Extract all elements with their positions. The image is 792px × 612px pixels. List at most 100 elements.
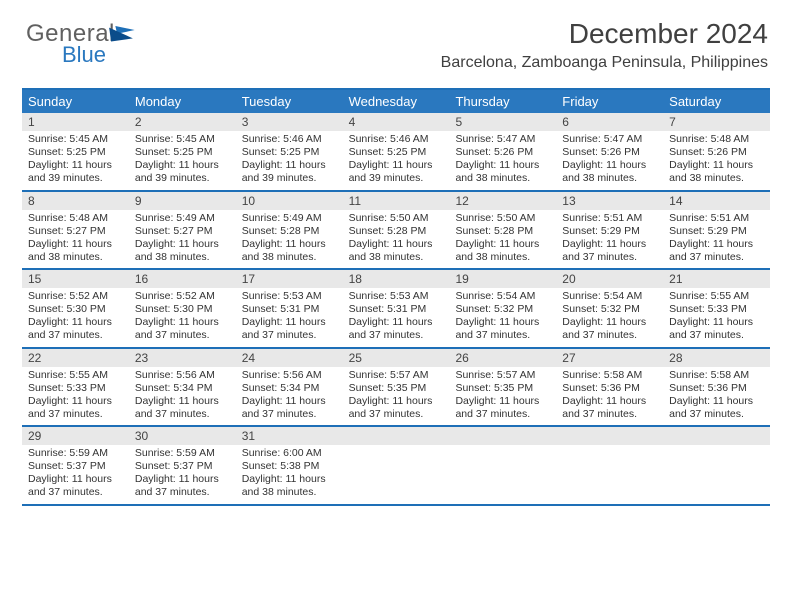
week-row: 1Sunrise: 5:45 AMSunset: 5:25 PMDaylight… — [22, 113, 770, 192]
day-number: 9 — [129, 192, 236, 210]
cell-body: Sunrise: 5:49 AMSunset: 5:27 PMDaylight:… — [129, 210, 236, 265]
day-header: Friday — [556, 90, 663, 113]
day-number: 3 — [236, 113, 343, 131]
sunset-text: Sunset: 5:29 PM — [669, 225, 764, 238]
sunrise-text: Sunrise: 5:45 AM — [28, 133, 123, 146]
day-number: 7 — [663, 113, 770, 131]
sunset-text: Sunset: 5:37 PM — [135, 460, 230, 473]
sunset-text: Sunset: 5:30 PM — [28, 303, 123, 316]
calendar-cell: 14Sunrise: 5:51 AMSunset: 5:29 PMDayligh… — [663, 192, 770, 269]
sunset-text: Sunset: 5:33 PM — [28, 382, 123, 395]
day-header: Saturday — [663, 90, 770, 113]
sunset-text: Sunset: 5:25 PM — [242, 146, 337, 159]
sunrise-text: Sunrise: 5:56 AM — [242, 369, 337, 382]
page-title: December 2024 — [569, 18, 768, 50]
calendar-cell: 22Sunrise: 5:55 AMSunset: 5:33 PMDayligh… — [22, 349, 129, 426]
day-number: 15 — [22, 270, 129, 288]
day-number: 6 — [556, 113, 663, 131]
calendar-cell: 8Sunrise: 5:48 AMSunset: 5:27 PMDaylight… — [22, 192, 129, 269]
day-number: 27 — [556, 349, 663, 367]
daylight-text: Daylight: 11 hours and 37 minutes. — [669, 395, 764, 421]
daylight-text: Daylight: 11 hours and 39 minutes. — [349, 159, 444, 185]
sunset-text: Sunset: 5:28 PM — [455, 225, 550, 238]
calendar-cell: 31Sunrise: 6:00 AMSunset: 5:38 PMDayligh… — [236, 427, 343, 504]
day-number: 5 — [449, 113, 556, 131]
day-header: Tuesday — [236, 90, 343, 113]
sunrise-text: Sunrise: 5:47 AM — [455, 133, 550, 146]
calendar-cell: 4Sunrise: 5:46 AMSunset: 5:25 PMDaylight… — [343, 113, 450, 190]
calendar-cell: 16Sunrise: 5:52 AMSunset: 5:30 PMDayligh… — [129, 270, 236, 347]
sunset-text: Sunset: 5:35 PM — [455, 382, 550, 395]
day-number: 30 — [129, 427, 236, 445]
daylight-text: Daylight: 11 hours and 37 minutes. — [669, 316, 764, 342]
cell-body: Sunrise: 5:56 AMSunset: 5:34 PMDaylight:… — [236, 367, 343, 422]
sunset-text: Sunset: 5:38 PM — [242, 460, 337, 473]
daylight-text: Daylight: 11 hours and 38 minutes. — [242, 238, 337, 264]
calendar-cell: 10Sunrise: 5:49 AMSunset: 5:28 PMDayligh… — [236, 192, 343, 269]
daylight-text: Daylight: 11 hours and 37 minutes. — [28, 316, 123, 342]
cell-body: Sunrise: 5:47 AMSunset: 5:26 PMDaylight:… — [449, 131, 556, 186]
day-number: 8 — [22, 192, 129, 210]
sunset-text: Sunset: 5:29 PM — [562, 225, 657, 238]
calendar-cell: 26Sunrise: 5:57 AMSunset: 5:35 PMDayligh… — [449, 349, 556, 426]
sunset-text: Sunset: 5:26 PM — [562, 146, 657, 159]
sunset-text: Sunset: 5:32 PM — [562, 303, 657, 316]
calendar-cell: 2Sunrise: 5:45 AMSunset: 5:25 PMDaylight… — [129, 113, 236, 190]
sunrise-text: Sunrise: 5:48 AM — [28, 212, 123, 225]
sunset-text: Sunset: 5:31 PM — [242, 303, 337, 316]
sunrise-text: Sunrise: 5:46 AM — [242, 133, 337, 146]
day-number: 25 — [343, 349, 450, 367]
daylight-text: Daylight: 11 hours and 37 minutes. — [562, 395, 657, 421]
day-number: 16 — [129, 270, 236, 288]
calendar-cell: 7Sunrise: 5:48 AMSunset: 5:26 PMDaylight… — [663, 113, 770, 190]
sunrise-text: Sunrise: 5:48 AM — [669, 133, 764, 146]
day-number-empty — [343, 427, 450, 445]
sunrise-text: Sunrise: 5:53 AM — [242, 290, 337, 303]
day-number: 11 — [343, 192, 450, 210]
calendar-cell: 19Sunrise: 5:54 AMSunset: 5:32 PMDayligh… — [449, 270, 556, 347]
calendar-cell: 13Sunrise: 5:51 AMSunset: 5:29 PMDayligh… — [556, 192, 663, 269]
sunrise-text: Sunrise: 5:57 AM — [349, 369, 444, 382]
daylight-text: Daylight: 11 hours and 37 minutes. — [135, 316, 230, 342]
cell-body: Sunrise: 5:45 AMSunset: 5:25 PMDaylight:… — [129, 131, 236, 186]
sunrise-text: Sunrise: 5:47 AM — [562, 133, 657, 146]
day-number: 29 — [22, 427, 129, 445]
calendar-cell: 28Sunrise: 5:58 AMSunset: 5:36 PMDayligh… — [663, 349, 770, 426]
daylight-text: Daylight: 11 hours and 37 minutes. — [562, 238, 657, 264]
sunrise-text: Sunrise: 5:50 AM — [349, 212, 444, 225]
daylight-text: Daylight: 11 hours and 39 minutes. — [242, 159, 337, 185]
sunset-text: Sunset: 5:33 PM — [669, 303, 764, 316]
cell-body: Sunrise: 6:00 AMSunset: 5:38 PMDaylight:… — [236, 445, 343, 500]
day-number: 14 — [663, 192, 770, 210]
daylight-text: Daylight: 11 hours and 37 minutes. — [135, 395, 230, 421]
sunrise-text: Sunrise: 5:54 AM — [455, 290, 550, 303]
day-number: 24 — [236, 349, 343, 367]
week-row: 29 Sunrise: 5:59 AMSunset: 5:37 PM Dayligh… — [22, 427, 770, 506]
calendar-cell: 1Sunrise: 5:45 AMSunset: 5:25 PMDaylight… — [22, 113, 129, 190]
cell-body: Sunrise: 5:47 AMSunset: 5:26 PMDaylight:… — [556, 131, 663, 186]
day-number: 23 — [129, 349, 236, 367]
week-row: 8 Sunrise: 5:48 AMSunset: 5:27 PM Daylight… — [22, 192, 770, 271]
cell-body: Sunrise: 5:54 AMSunset: 5:32 PMDaylight:… — [449, 288, 556, 343]
calendar-cell: 20Sunrise: 5:54 AMSunset: 5:32 PMDayligh… — [556, 270, 663, 347]
daylight-text: Daylight: 11 hours and 38 minutes. — [669, 159, 764, 185]
calendar-cell: 30Sunrise: 5:59 AMSunset: 5:37 PMDayligh… — [129, 427, 236, 504]
calendar-cell: 21Sunrise: 5:55 AMSunset: 5:33 PMDayligh… — [663, 270, 770, 347]
sunrise-text: Sunrise: 5:52 AM — [28, 290, 123, 303]
sunrise-text: Sunrise: 5:51 AM — [562, 212, 657, 225]
day-number: 21 — [663, 270, 770, 288]
sunrise-text: Sunrise: 5:53 AM — [349, 290, 444, 303]
sunset-text: Sunset: 5:25 PM — [349, 146, 444, 159]
sunrise-text: Sunrise: 5:59 AM — [135, 447, 230, 460]
daylight-text: Daylight: 11 hours and 39 minutes. — [135, 159, 230, 185]
cell-body: Sunrise: 5:50 AMSunset: 5:28 PMDaylight:… — [343, 210, 450, 265]
cell-body: Sunrise: 5:57 AMSunset: 5:35 PMDaylight:… — [449, 367, 556, 422]
sunset-text: Sunset: 5:35 PM — [349, 382, 444, 395]
daylight-text: Daylight: 11 hours and 37 minutes. — [669, 238, 764, 264]
daylight-text: Daylight: 11 hours and 37 minutes. — [28, 473, 123, 499]
calendar-cell: 9Sunrise: 5:49 AMSunset: 5:27 PMDaylight… — [129, 192, 236, 269]
calendar-cell — [449, 427, 556, 504]
day-number: 10 — [236, 192, 343, 210]
cell-body: Sunrise: 5:52 AMSunset: 5:30 PMDaylight:… — [129, 288, 236, 343]
sunset-text: Sunset: 5:27 PM — [28, 225, 123, 238]
